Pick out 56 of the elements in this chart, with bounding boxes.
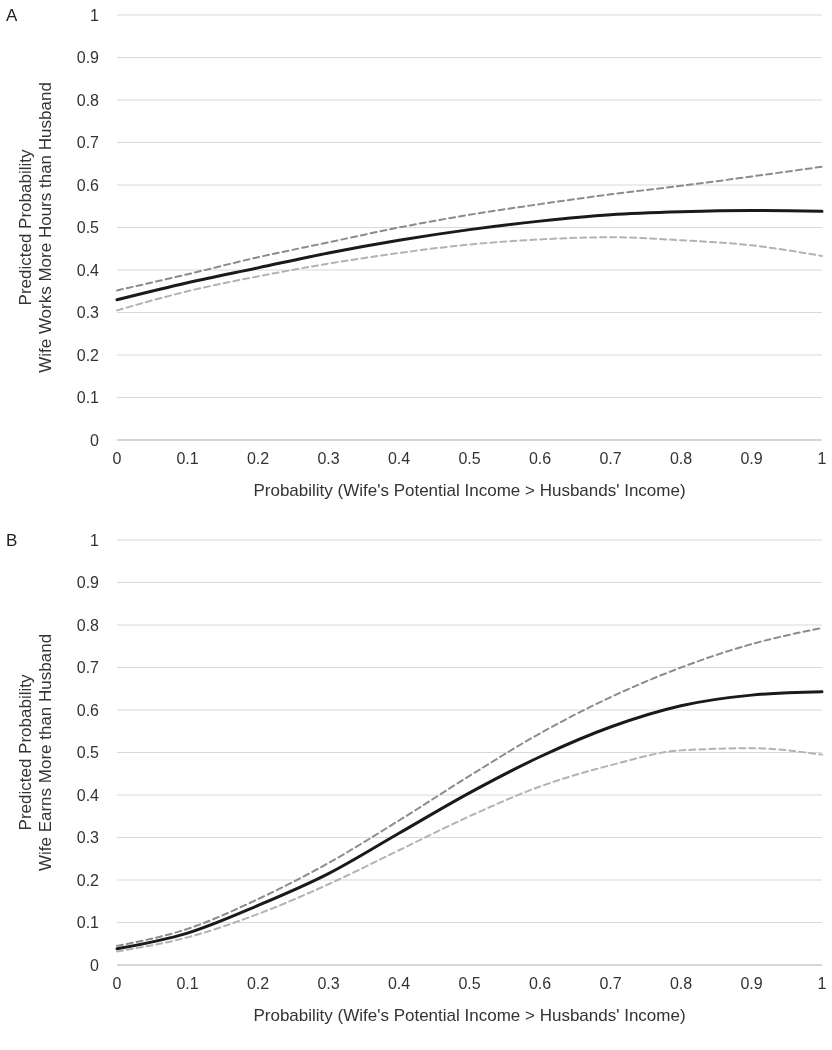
line-series: [116, 747, 823, 953]
line-series: [115, 690, 824, 951]
y-tick-label: 0.9: [76, 574, 100, 592]
line-series: [115, 209, 824, 302]
y-tick-label: 0.4: [76, 261, 100, 279]
y-tick-label: 0.6: [76, 701, 100, 719]
y-tick-label: 0.2: [76, 346, 100, 364]
y-tick-label: 0.3: [76, 304, 100, 322]
x-tick-label: 0.8: [669, 975, 693, 992]
x-tick-label: 0.7: [599, 975, 622, 992]
y-tick-label: 0.8: [76, 616, 100, 634]
y-tick-label: 0.8: [76, 91, 100, 109]
y-tick-label: 0.1: [76, 914, 100, 932]
x-tick-label: 0.9: [740, 450, 763, 467]
y-tick-label: 0.7: [76, 134, 100, 152]
x-tick-label: 0: [112, 975, 122, 992]
y-tick-label: 0.7: [76, 659, 100, 677]
x-tick-label: 0.3: [317, 450, 340, 467]
x-tick-label: 0.2: [246, 975, 270, 992]
x-tick-label: 0.5: [458, 975, 481, 992]
x-tick-label: 0.8: [669, 450, 693, 467]
y-tick-label: 0.5: [76, 744, 100, 762]
x-axis-title: Probability (Wife's Potential Income > Husbands' Income): [253, 481, 686, 500]
y-tick-label: 0: [90, 431, 100, 449]
x-tick-label: 0.6: [528, 975, 552, 992]
y-tick-label: 0.2: [76, 871, 100, 889]
x-tick-label: 0.6: [528, 450, 552, 467]
x-tick-label: 0.3: [317, 975, 340, 992]
x-tick-label: 0.1: [176, 975, 199, 992]
y-tick-label: 0: [90, 956, 100, 974]
y-axis-title: Predicted Probability Wife Earns More than Husband: [15, 633, 56, 872]
line-series: [116, 236, 823, 312]
y-tick-label: 0.9: [76, 49, 100, 67]
chart-title: B: [6, 531, 18, 550]
y-tick-label: 0.6: [76, 176, 100, 194]
x-tick-label: 1: [817, 975, 827, 992]
x-tick-label: 0.2: [246, 450, 270, 467]
y-tick-label: 0.5: [76, 219, 100, 237]
x-axis-title: Probability (Wife's Potential Income > Husbands' Income): [253, 1006, 686, 1025]
y-tick-label: 1: [90, 6, 100, 24]
x-tick-label: 0.7: [599, 450, 622, 467]
y-tick-label: 0.3: [76, 829, 100, 847]
y-axis-title: Predicted Probability Wife Works More Hours than Husband: [15, 82, 56, 373]
chart-title: A: [6, 6, 18, 25]
x-tick-label: 1: [817, 450, 827, 467]
x-tick-label: 0.5: [458, 450, 481, 467]
line-series: [116, 165, 823, 292]
line-series: [116, 626, 823, 947]
y-tick-label: 0.1: [76, 389, 100, 407]
y-tick-label: 0.4: [76, 786, 100, 804]
y-tick-label: 1: [90, 531, 100, 549]
x-tick-label: 0.4: [387, 975, 411, 992]
x-tick-label: 0.4: [387, 450, 411, 467]
x-tick-label: 0.9: [740, 975, 763, 992]
x-tick-label: 0.1: [176, 450, 199, 467]
x-tick-label: 0: [112, 450, 122, 467]
